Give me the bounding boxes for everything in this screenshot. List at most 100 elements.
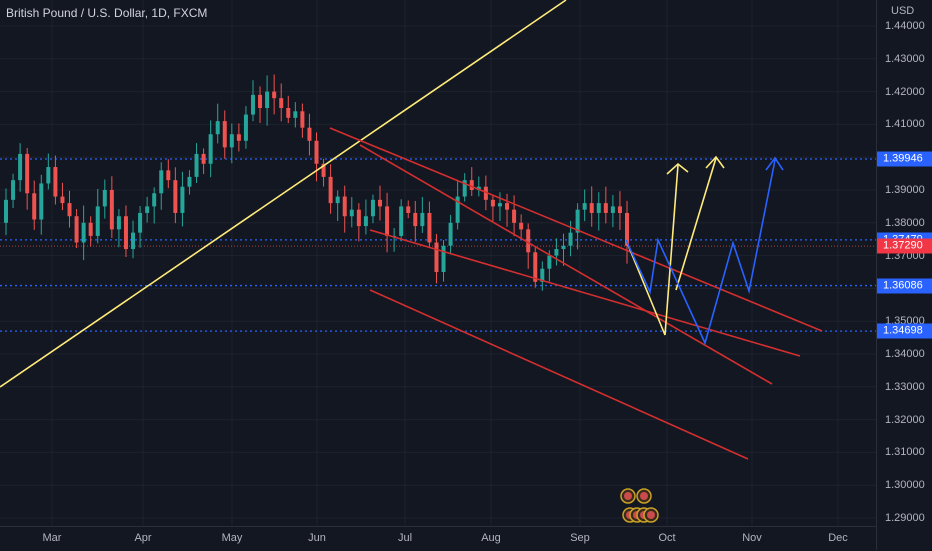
arrowhead [765,156,784,171]
candle [95,188,100,244]
candle [512,195,517,237]
candle-body [469,180,474,190]
candle [342,185,347,233]
candle-body [342,196,347,217]
candle-body [159,170,164,194]
candle [109,176,114,238]
candle-body [420,212,425,227]
symbol-legend[interactable]: British Pound / U.S. Dollar, 1D, FXCM [6,6,208,20]
candle [356,203,361,242]
yellow-projection-path [625,164,679,336]
price-tick: 1.33000 [885,380,925,393]
candle [328,164,333,214]
candle [229,123,234,164]
candle [321,158,326,187]
candle-body [145,206,150,213]
candle [617,191,622,230]
candle [258,86,263,123]
time-tick: Sep [570,532,590,544]
candle-body [243,114,248,141]
candle [300,103,305,138]
candle [561,233,566,266]
price-badge[interactable]: 1.34698 [877,323,932,339]
price-badge[interactable]: 1.36086 [877,278,932,294]
candle-body [462,180,467,197]
candle-body [95,206,100,236]
price-scale[interactable]: USD 1.440001.430001.420001.410001.400001… [876,0,932,550]
candle-body [222,121,227,148]
channel-line [359,144,773,385]
candle-body [497,203,502,207]
price-tick: 1.29000 [885,512,925,524]
candle-body [102,190,107,207]
candle-body [131,232,136,250]
candle-body [116,216,121,230]
candle-body [173,180,178,213]
candle-body [519,222,524,230]
candle [589,186,594,227]
candle-body [300,111,305,128]
candle-body [81,222,86,243]
candle [236,123,241,152]
price-tick: 1.34000 [885,348,925,360]
candle [265,75,270,126]
candle [441,239,446,282]
candle [131,220,136,259]
candle-body [356,209,361,227]
candle-body [46,167,51,184]
candle [378,185,383,221]
event-flag-icon [640,492,648,500]
price-tick: 1.38000 [885,216,925,229]
candle-body [547,255,552,269]
yellow-projection-path [675,157,717,291]
candle-body [328,176,333,204]
event-icons [620,488,659,523]
price-badge[interactable]: 1.37290 [877,238,932,254]
time-tick: Aug [481,532,501,544]
candle-body [208,134,213,164]
candle [490,194,495,222]
price-tick: 1.30000 [885,479,925,492]
candle [81,205,86,261]
candle-body [4,199,8,223]
price-tick: 1.43000 [885,52,925,65]
price-chart[interactable] [0,0,876,526]
candle-body [67,203,72,217]
candle-body [166,170,171,181]
candle-body [180,186,185,213]
event-flag-icon [647,511,655,519]
candle-body [483,186,488,200]
candle-body [279,98,284,108]
candle-body [74,216,79,243]
candle [11,173,16,208]
candle [406,200,411,219]
channel-line [329,127,823,332]
channel-line [369,229,801,357]
price-badge[interactable]: 1.39946 [877,151,932,167]
candle-body [476,186,481,190]
candle-body [314,140,319,164]
candle [208,120,213,178]
candle [180,171,185,227]
candle-body [236,134,241,141]
candle-body [272,91,277,99]
candle-body [533,252,538,282]
candle [349,197,354,228]
candle [519,214,524,239]
chart-pane[interactable]: British Pound / U.S. Dollar, 1D, FXCM [0,0,876,526]
candle [25,147,30,210]
time-scale[interactable]: Mar Apr May Jun Jul Aug Sep Oct Nov Dec [0,526,876,551]
price-tick: 1.42000 [885,85,925,98]
candle [462,173,467,202]
candle [476,176,481,197]
candle [307,113,312,156]
candle-body [526,229,531,253]
candle-body [427,212,432,243]
candle [152,187,157,224]
candle [554,238,559,266]
candle-body [448,222,453,246]
event-flag-icon [624,492,632,500]
candle-body [321,163,326,177]
price-tick: 1.41000 [885,118,925,131]
candle [272,74,277,115]
